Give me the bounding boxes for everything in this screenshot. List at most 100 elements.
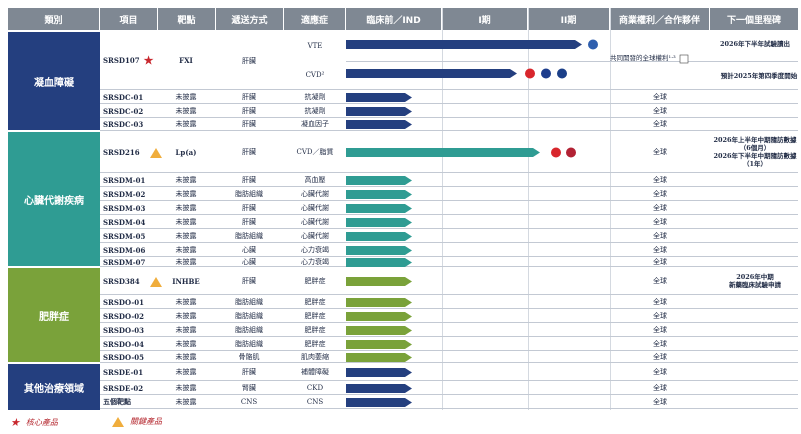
project-name: SRSDM-01 xyxy=(103,175,146,185)
project-name: SRSDC-03 xyxy=(103,119,144,129)
table-row: SRSD384 INHBE 肝臟 肥胖症 全球 2026年中期 新藥臨床試驗申請 xyxy=(100,268,798,295)
indication: 心力衰竭 xyxy=(301,258,329,266)
bar-srsd107-vte xyxy=(346,40,582,49)
indication: 心臟代謝 xyxy=(301,204,329,212)
project-name: SRSDO-04 xyxy=(103,339,144,349)
rights: 全球 xyxy=(653,107,667,115)
progress-bar xyxy=(346,258,412,267)
indication: CNS xyxy=(306,398,324,406)
header-rights: 商業權利／合作夥伴 xyxy=(610,8,710,30)
delivery: 肝臟 xyxy=(242,120,256,128)
rights: 全球 xyxy=(653,277,667,285)
progress-bar xyxy=(346,340,412,349)
target: 未披露 xyxy=(175,176,197,184)
table-row: SRSDO-02 未披露 脂肪組織 肥胖症 全球 xyxy=(100,310,798,323)
delivery: 肝臟 xyxy=(242,277,256,285)
delivery: 腎臟 xyxy=(242,384,256,392)
target: Lp(a) xyxy=(175,147,197,157)
project-name: SRSDM-06 xyxy=(103,245,146,255)
delivery: CNS xyxy=(240,398,258,406)
rights: 全球 xyxy=(653,340,667,348)
grid-line xyxy=(610,8,611,410)
project-name: SRSDO-01 xyxy=(103,297,144,307)
project-name: SRSDM-03 xyxy=(103,203,146,213)
header-project: 項目 xyxy=(100,8,158,30)
flag-australia-icon xyxy=(557,68,567,79)
delivery: 骨骼肌 xyxy=(238,353,260,361)
table-row: SRSDM-01 未披露 肝臟 高血壓 全球 xyxy=(100,174,798,187)
delivery: 肝臟 xyxy=(242,218,256,226)
progress-bar xyxy=(346,246,412,255)
target: 未披露 xyxy=(175,258,197,266)
grid-line xyxy=(442,8,443,410)
rights: 全球 xyxy=(653,93,667,101)
target: 未披露 xyxy=(175,298,197,306)
target: 未披露 xyxy=(175,246,197,254)
table-row: SRSDO-05 未披露 骨骼肌 肌肉萎縮 全球 xyxy=(100,352,798,363)
delivery: 肝臟 xyxy=(242,368,256,376)
indication: 心臟代謝 xyxy=(301,232,329,240)
header-delivery: 遞送方式 xyxy=(216,8,284,30)
target: 未披露 xyxy=(175,120,197,128)
rights-note: 共同開發的全球權利¹·³ xyxy=(610,54,676,62)
triangle-icon xyxy=(112,416,124,427)
triangle-icon xyxy=(150,147,162,158)
milestone-cvd: 預計2025年第四季度開始 xyxy=(720,71,798,80)
triangle-icon xyxy=(150,276,162,287)
milestone: 2026年中期 新藥臨床試驗申請 xyxy=(729,273,781,289)
project-name: SRSDC-01 xyxy=(103,92,144,102)
flag-us-icon xyxy=(566,147,576,158)
header-indication: 適應症 xyxy=(284,8,346,30)
project-name: 五個靶點 xyxy=(103,397,131,406)
table-row: SRSDO-03 未披露 脂肪組織 肥胖症 全球 xyxy=(100,324,798,337)
indication: 肥胖症 xyxy=(304,312,326,320)
indication: 心力衰竭 xyxy=(301,246,329,254)
delivery: 脂肪組織 xyxy=(235,326,263,334)
progress-bar xyxy=(346,232,412,241)
table-row: SRSD216 Lp(a) 肝臟 CVD／脂質 全球 2026年上半年中期隨訪數據（6個月… xyxy=(100,132,798,173)
table-row: SRSDM-07 未披露 心臟 心力衰竭 全球 xyxy=(100,258,798,267)
header-phase1: I期 xyxy=(442,8,528,30)
category-coagulation: 凝血障礙 xyxy=(8,32,100,130)
table-row: SRSDE-02 未披露 腎臟 CKD 全球 xyxy=(100,382,798,395)
star-icon: ★ xyxy=(10,416,20,429)
progress-bar xyxy=(346,190,412,199)
delivery: 肝臟 xyxy=(242,176,256,184)
indication: 抗凝劑 xyxy=(304,107,326,115)
delivery: 脂肪組織 xyxy=(235,312,263,320)
rights: 全球 xyxy=(653,298,667,306)
table-row: SRSDM-03 未披露 肝臟 心臟代謝 全球 xyxy=(100,202,798,215)
progress-bar xyxy=(346,176,412,185)
progress-bar xyxy=(346,368,412,377)
table-row: SRSDE-01 未披露 肝臟 補體障礙 全球 xyxy=(100,364,798,381)
partner-icon xyxy=(679,54,689,64)
progress-bar xyxy=(346,398,412,407)
delivery: 脂肪組織 xyxy=(235,232,263,240)
progress-bar xyxy=(346,298,412,307)
delivery: 肝臟 xyxy=(242,107,256,115)
project-name: SRSDC-02 xyxy=(103,106,144,116)
progress-bar xyxy=(346,93,412,102)
progress-bar xyxy=(346,218,412,227)
rights: 全球 xyxy=(653,232,667,240)
indication: 補體障礙 xyxy=(301,368,329,376)
flag-uk-icon xyxy=(541,68,551,79)
table-row: SRSDM-06 未披露 心臟 心力衰竭 全球 xyxy=(100,244,798,257)
indication: 肥胖症 xyxy=(304,298,326,306)
table-row: SRSDO-01 未披露 脂肪組織 肥胖症 全球 xyxy=(100,296,798,309)
category-obesity: 肥胖症 xyxy=(8,268,100,362)
rights: 全球 xyxy=(653,384,667,392)
indication: CKD xyxy=(306,384,324,392)
flag-china-icon xyxy=(525,68,535,79)
project-name: SRSDM-02 xyxy=(103,189,146,199)
delivery: 脂肪組織 xyxy=(235,340,263,348)
rights: 全球 xyxy=(653,246,667,254)
project-name: SRSD384 xyxy=(103,276,140,286)
rights: 全球 xyxy=(653,120,667,128)
delivery: 肝臟 xyxy=(242,204,256,212)
target: 未披露 xyxy=(175,190,197,198)
bar-srsd107-cvd xyxy=(346,69,517,78)
target: 未披露 xyxy=(175,326,197,334)
table-row: SRSDM-02 未披露 脂肪組織 心臟代謝 全球 xyxy=(100,188,798,201)
